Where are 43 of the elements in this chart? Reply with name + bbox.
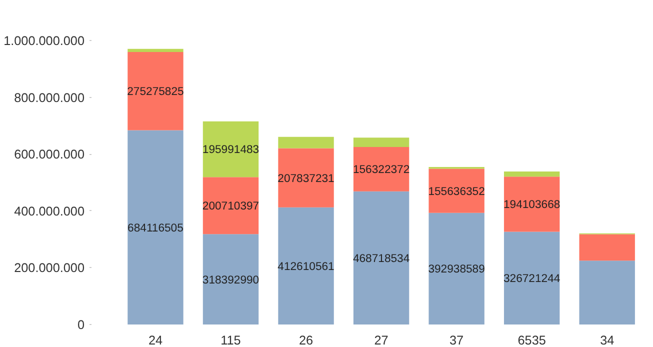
bar [128,48,184,52]
y-tick-label: 600.000.000 [14,148,85,162]
bar [278,136,334,148]
bar [353,138,410,147]
data-label: 318392990 [202,274,260,286]
x-tick-label: 34 [600,334,614,347]
data-label: 392938589 [428,264,485,276]
data-label: 200710397 [202,200,260,213]
x-tick-label: 24 [148,334,163,347]
y-tick-label: 1.000.000.000 [4,34,84,48]
bar [128,130,184,324]
data-label: 156322372 [352,164,410,176]
data-label: 207837231 [278,172,334,185]
x-tick-label: 27 [374,334,388,347]
bar [278,148,334,208]
x-tick-label: 37 [450,334,464,347]
bar [428,168,484,213]
data-label: 684116505 [128,222,184,234]
bar [504,232,560,324]
y-tick-label: 200.000.000 [14,261,85,276]
bar [278,207,334,324]
x-tick-label: 6535 [518,334,546,347]
x-tick-label: 26 [298,334,314,347]
y-tick-label: 400.000.000 [14,204,85,218]
x-tick-label: 115 [220,334,241,347]
data-label: 195991483 [202,144,260,156]
bar [428,212,484,324]
bar [353,146,410,192]
data-label: 194103668 [503,199,560,212]
bar [202,121,259,178]
bar [202,234,259,324]
bar [128,52,184,130]
bar [504,171,560,177]
y-tick-label: 800.000.000 [14,90,85,105]
bar [202,177,259,234]
bar [353,191,410,324]
bar [579,234,635,261]
y-tick-label: 0 [77,318,85,332]
bar [504,176,560,232]
data-label: 155636352 [428,186,485,198]
data-label: 326721244 [503,273,560,286]
data-label: 275275825 [127,86,184,98]
bar [579,260,635,324]
